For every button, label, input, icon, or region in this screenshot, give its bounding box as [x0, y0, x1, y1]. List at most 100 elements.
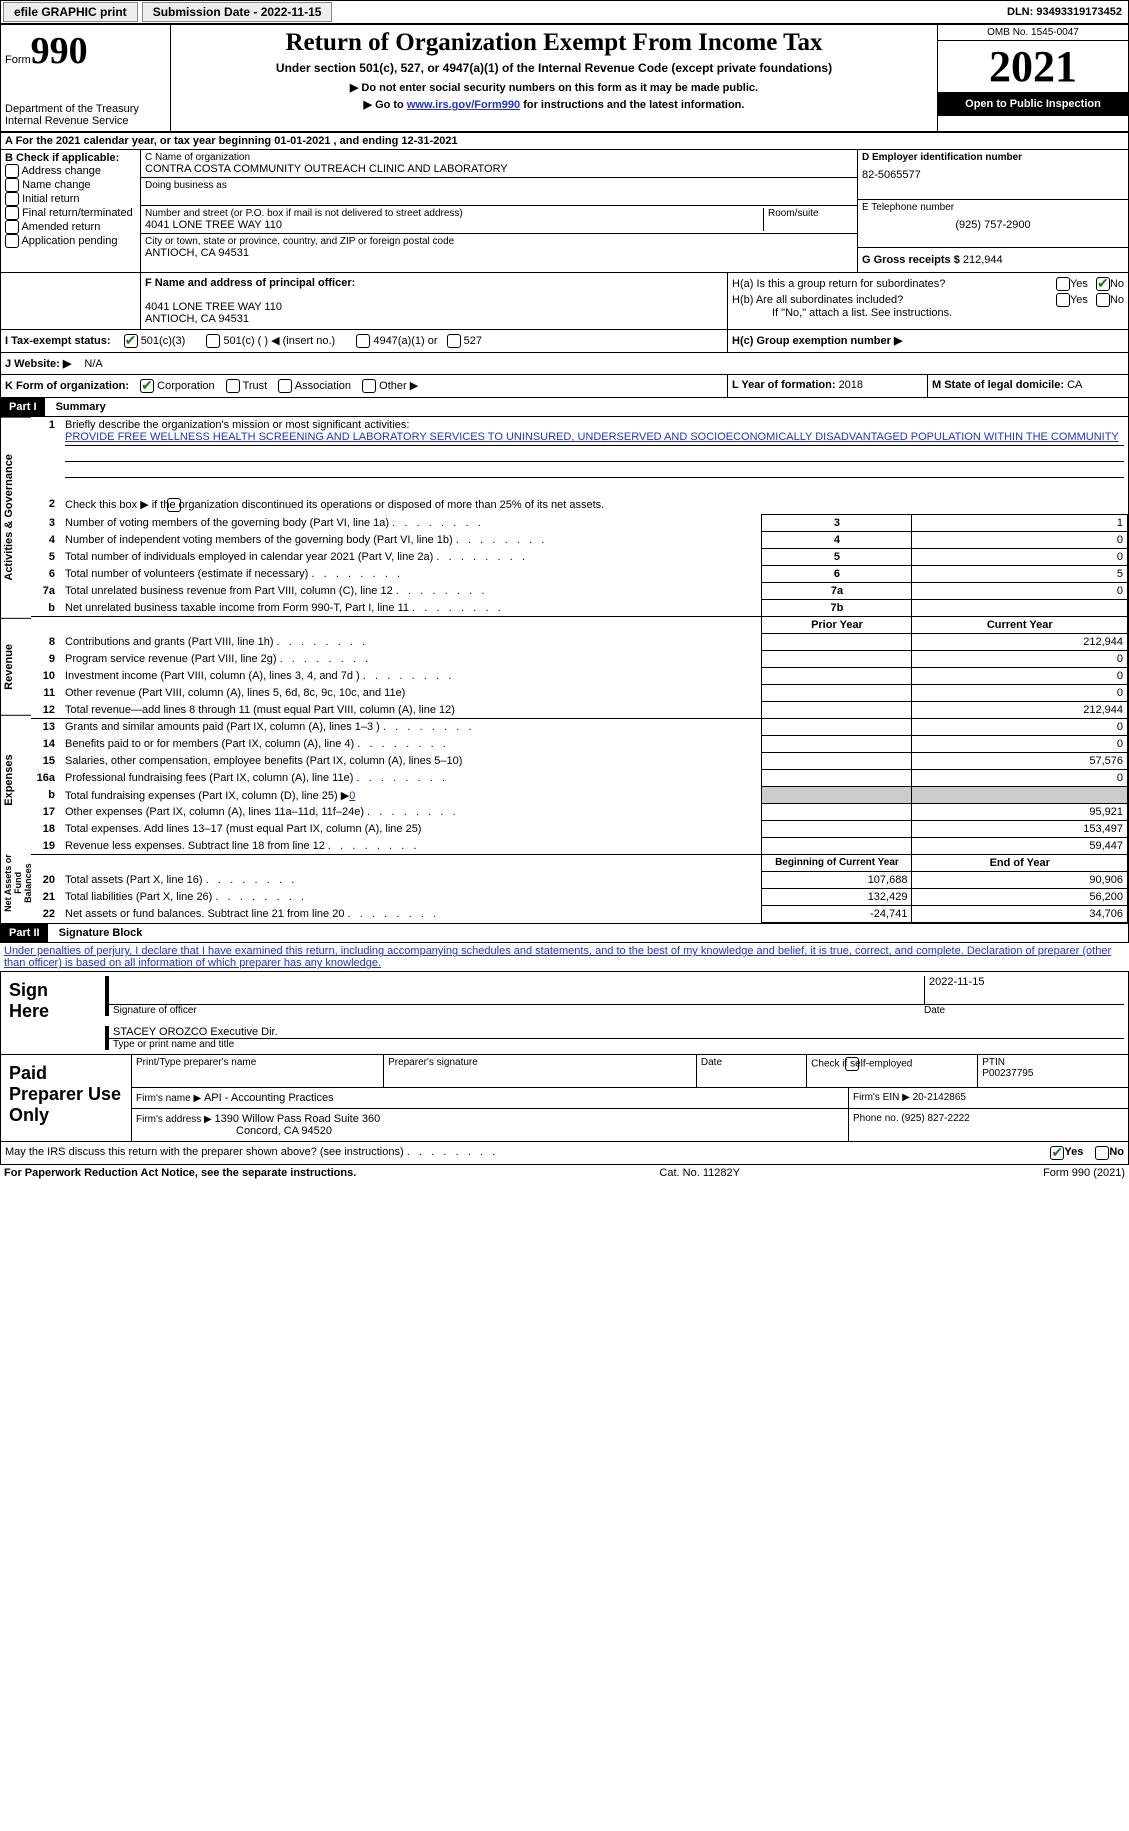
l16b-pre: Total fundraising expenses (Part IX, col… — [65, 790, 349, 802]
block-bcdeg: B Check if applicable: Address change Na… — [0, 150, 1129, 273]
l8-text: Contributions and grants (Part VIII, lin… — [65, 636, 365, 648]
dept-label: Department of the Treasury — [5, 103, 166, 115]
l6-text: Total number of volunteers (estimate if … — [65, 568, 400, 580]
e-label: E Telephone number — [862, 202, 1124, 213]
l22-text: Net assets or fund balances. Subtract li… — [65, 908, 436, 920]
hc-label: H(c) Group exemption number ▶ — [732, 335, 902, 347]
d-label: D Employer identification number — [862, 152, 1124, 163]
part2-header-row: Part II Signature Block — [0, 924, 1129, 943]
b22: -24,741 — [762, 906, 912, 923]
b-opt-5: Application pending — [21, 235, 117, 247]
gross-receipts: 212,944 — [963, 254, 1003, 266]
preparer-phone: (925) 827-2222 — [901, 1113, 969, 1124]
cb-application-pending[interactable] — [5, 234, 19, 248]
firm-ein: 20-2142865 — [913, 1092, 966, 1103]
vert-ag: Activities & Governance — [1, 417, 31, 618]
note-goto-pre: ▶ Go to — [364, 99, 407, 111]
b-opt-2: Initial return — [22, 193, 79, 205]
cb-501c3[interactable] — [124, 334, 138, 348]
ptin-label: PTIN — [982, 1057, 1005, 1068]
officer-name: STACEY OROZCO Executive Dir. — [105, 1026, 1124, 1039]
vert-rev: Revenue — [1, 618, 31, 715]
cb-may-no[interactable] — [1095, 1146, 1109, 1160]
may-irs-row: May the IRS discuss this return with the… — [0, 1142, 1129, 1165]
cb-may-yes[interactable] — [1050, 1146, 1064, 1160]
k-label: K Form of organization: — [5, 380, 129, 392]
period-a: A For the 2021 calendar year, or tax yea… — [5, 135, 274, 147]
hdr-curr: Current Year — [912, 617, 1128, 634]
c17: 95,921 — [912, 804, 1128, 821]
cb-address-change[interactable] — [5, 164, 19, 178]
h-note: If "No," attach a list. See instructions… — [772, 307, 1124, 319]
l1-label: Briefly describe the organization's miss… — [65, 419, 409, 431]
hdr-end: End of Year — [912, 855, 1128, 872]
cb-trust[interactable] — [226, 379, 240, 393]
cb-corp[interactable] — [140, 379, 154, 393]
may-no: No — [1109, 1146, 1124, 1160]
v5: 0 — [912, 549, 1128, 566]
decl-text: Under penalties of perjury, I declare th… — [4, 945, 1111, 969]
cb-hb-no[interactable] — [1096, 293, 1110, 307]
l15-text: Salaries, other compensation, employee b… — [65, 755, 462, 767]
cb-self-employed[interactable] — [845, 1057, 859, 1071]
c12: 212,944 — [912, 702, 1128, 719]
c10: 0 — [912, 668, 1128, 685]
sig-date-label: Date — [924, 1005, 1124, 1016]
cb-ha-no[interactable] — [1096, 277, 1110, 291]
i-label: I Tax-exempt status: — [5, 335, 111, 347]
firm-addr-label: Firm's address ▶ — [136, 1114, 215, 1125]
cb-527[interactable] — [447, 334, 461, 348]
e20: 90,906 — [912, 872, 1128, 889]
v7b — [912, 600, 1128, 617]
cb-ha-yes[interactable] — [1056, 277, 1070, 291]
c18: 153,497 — [912, 821, 1128, 838]
org-city: ANTIOCH, CA 94531 — [145, 247, 853, 259]
submission-date-button[interactable]: Submission Date - 2022-11-15 — [142, 2, 333, 22]
city-label: City or town, state or province, country… — [145, 236, 853, 247]
cb-501c[interactable] — [206, 334, 220, 348]
cb-initial-return[interactable] — [5, 192, 19, 206]
c9: 0 — [912, 651, 1128, 668]
k-opt1: Trust — [243, 380, 268, 392]
efile-button[interactable]: efile GRAPHIC print — [3, 2, 138, 22]
i-opt2: 501(c) ( ) ◀ (insert no.) — [223, 335, 335, 347]
c14: 0 — [912, 736, 1128, 753]
l19-text: Revenue less expenses. Subtract line 18 … — [65, 840, 417, 852]
j-label: J Website: ▶ — [5, 358, 71, 370]
c-name-label: C Name of organization — [145, 152, 853, 163]
cb-assoc[interactable] — [278, 379, 292, 393]
irs-link[interactable]: www.irs.gov/Form990 — [407, 99, 520, 111]
l-label: L Year of formation: — [732, 379, 839, 391]
addr-label: Number and street (or P.O. box if mail i… — [145, 208, 763, 219]
sign-here-block: Sign Here 2022-11-15 Signature of office… — [0, 971, 1129, 1055]
cb-discontinued[interactable] — [167, 498, 181, 512]
may-yes: Yes — [1064, 1146, 1083, 1160]
e21: 56,200 — [912, 889, 1128, 906]
i-opt3: 4947(a)(1) or — [373, 335, 437, 347]
open-inspection: Open to Public Inspection — [938, 92, 1128, 116]
officer-addr2: ANTIOCH, CA 94531 — [145, 313, 723, 325]
cb-amended-return[interactable] — [5, 220, 19, 234]
hdr-prior: Prior Year — [762, 617, 912, 634]
l13-text: Grants and similar amounts paid (Part IX… — [65, 721, 472, 733]
l11-text: Other revenue (Part VIII, column (A), li… — [65, 687, 405, 699]
cat-no: Cat. No. 11282Y — [659, 1167, 740, 1179]
l14-text: Benefits paid to or for members (Part IX… — [65, 738, 446, 750]
room-label: Room/suite — [763, 208, 853, 231]
l7b-text: Net unrelated business taxable income fr… — [65, 602, 501, 614]
year-formation: 2018 — [839, 379, 863, 391]
cb-final-return[interactable] — [5, 206, 19, 220]
summary-table: 1 Briefly describe the organization's mi… — [31, 417, 1128, 923]
cb-hb-yes[interactable] — [1056, 293, 1070, 307]
firm-name: API - Accounting Practices — [204, 1092, 334, 1104]
paperwork-notice: For Paperwork Reduction Act Notice, see … — [4, 1167, 356, 1179]
v3: 1 — [912, 515, 1128, 532]
state-domicile: CA — [1067, 379, 1082, 391]
footer: For Paperwork Reduction Act Notice, see … — [0, 1165, 1129, 1181]
cb-name-change[interactable] — [5, 178, 19, 192]
l7a-text: Total unrelated business revenue from Pa… — [65, 585, 484, 597]
cb-4947[interactable] — [356, 334, 370, 348]
cb-other[interactable] — [362, 379, 376, 393]
topbar: efile GRAPHIC print Submission Date - 20… — [0, 0, 1129, 24]
b-opt-3: Final return/terminated — [22, 207, 133, 219]
